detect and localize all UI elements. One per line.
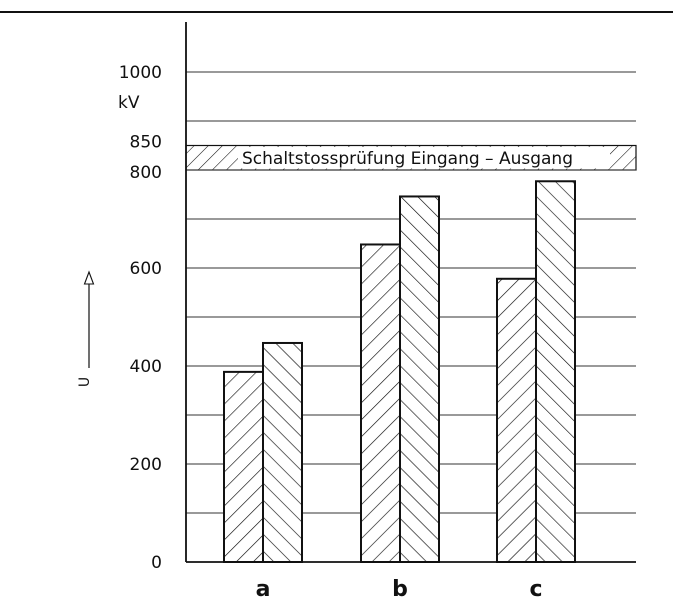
band-label: Schaltstossprüfung Eingang – Ausgang (242, 149, 573, 169)
y-tick-label: 0 (151, 553, 162, 573)
band-label-bg (238, 147, 610, 169)
bar (496, 277, 537, 563)
y-axis-label: U (77, 377, 93, 387)
y-tick-label: 400 (130, 357, 162, 377)
category-labels: a b c (256, 577, 543, 602)
category-label: a (256, 577, 271, 602)
bar (535, 180, 576, 564)
y-tick-label: 600 (130, 259, 162, 279)
y-tick-label: 800 (130, 163, 162, 183)
y-axis-arrow (83, 270, 95, 368)
y-unit-label: kV (118, 93, 140, 113)
y-tick-labels: 0 200 400 600 800 850 1000 (119, 63, 162, 573)
test-band: Schaltstossprüfung Eingang – Ausgang (185, 144, 637, 171)
category-label: c (529, 577, 542, 602)
bar (262, 341, 303, 563)
bars (223, 180, 576, 564)
bar (399, 195, 440, 564)
y-tick-label: 1000 (119, 63, 162, 83)
y-tick-label: 200 (130, 455, 162, 475)
bar (223, 370, 264, 563)
bar (360, 243, 401, 563)
y-tick-label: 850 (130, 133, 162, 153)
category-label: b (392, 577, 408, 602)
